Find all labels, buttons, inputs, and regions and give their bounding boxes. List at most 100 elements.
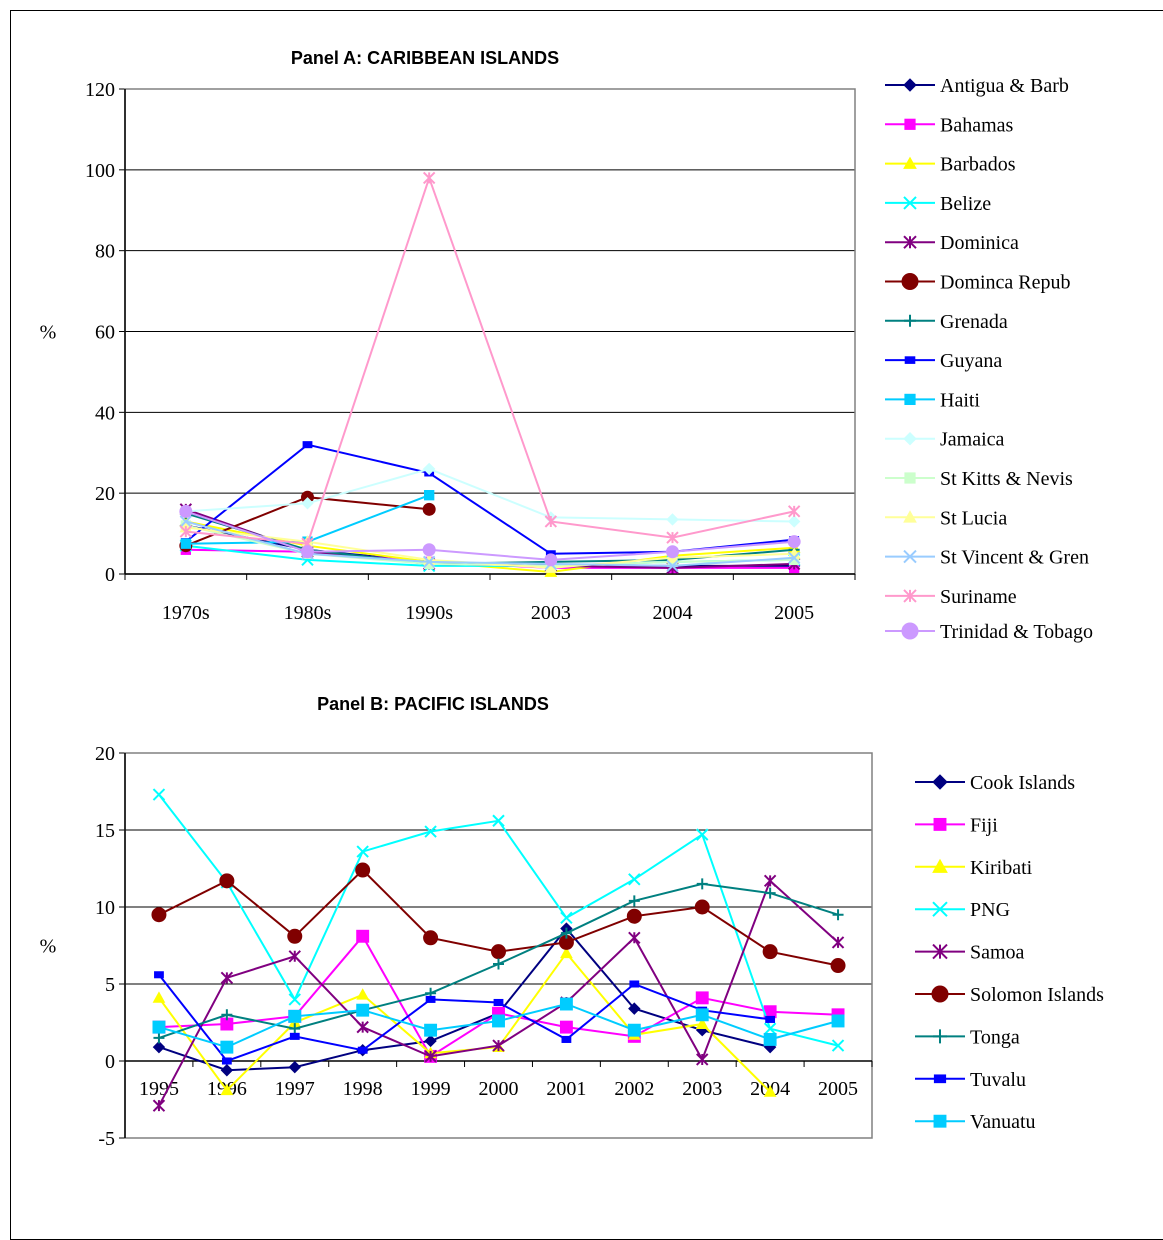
data-point	[787, 551, 801, 565]
x-tick-label: 2000	[479, 1078, 519, 1100]
data-point	[544, 515, 558, 528]
data-point	[287, 928, 303, 944]
x-tick-label: 2004	[653, 602, 693, 624]
legend-label: Guyana	[940, 350, 1002, 372]
legend-label: Dominca Repub	[940, 272, 1071, 294]
legend-marker	[932, 774, 948, 790]
x-tick-label: 1999	[411, 1078, 451, 1100]
y-tick-label: 5	[105, 974, 115, 996]
data-point	[422, 555, 436, 569]
data-point	[492, 1039, 505, 1052]
legend-marker	[904, 118, 916, 130]
legend-marker	[903, 78, 917, 92]
x-tick-label: 1980s	[284, 602, 332, 624]
series-png	[152, 788, 845, 1052]
data-point	[422, 502, 436, 516]
legend-marker	[933, 817, 947, 831]
data-point	[425, 995, 436, 1003]
data-point	[559, 997, 573, 1011]
data-point	[424, 1023, 438, 1037]
legend-marker	[933, 1114, 947, 1128]
data-point	[220, 1083, 234, 1096]
legend-label: Cook Islands	[970, 772, 1075, 794]
chart-title: Panel B: PACIFIC ISLANDS	[317, 694, 549, 714]
data-point	[288, 993, 301, 1006]
data-point	[628, 895, 640, 907]
data-point	[356, 929, 370, 943]
legend-marker	[901, 622, 919, 640]
data-point	[221, 1009, 233, 1021]
y-tick-label: 120	[85, 79, 115, 101]
x-tick-label: 1995	[139, 1078, 179, 1100]
y-tick-label: 20	[95, 483, 115, 505]
data-point	[560, 911, 573, 924]
data-point	[152, 1040, 166, 1054]
y-tick-label: 0	[105, 1051, 115, 1073]
data-point	[763, 874, 777, 888]
legend-label: Grenada	[940, 311, 1008, 333]
legend-label: Kiribati	[970, 857, 1033, 879]
y-tick-label: 80	[95, 241, 115, 263]
data-point	[831, 1039, 845, 1052]
series-vanuatu	[152, 997, 845, 1054]
legend-marker	[903, 510, 917, 523]
series-line	[158, 879, 839, 1107]
data-point	[289, 1023, 301, 1035]
legend-marker	[903, 196, 917, 210]
data-point	[629, 980, 640, 988]
legend-marker	[932, 901, 948, 917]
x-tick-label: 1998	[343, 1078, 383, 1100]
y-tick-label: 100	[85, 160, 115, 182]
data-point	[626, 908, 642, 924]
data-point	[832, 909, 844, 921]
data-point	[289, 1032, 300, 1040]
data-point	[152, 788, 166, 801]
series-solomon-islands	[151, 862, 846, 974]
legend-label: Tuvalu	[970, 1069, 1026, 1091]
legend-label: Jamaica	[940, 429, 1005, 451]
data-point	[356, 1003, 370, 1017]
y-axis-label: %	[40, 936, 57, 958]
data-point	[152, 1099, 166, 1112]
legend-label: Belize	[940, 193, 991, 215]
data-point	[830, 958, 846, 974]
data-point	[154, 971, 164, 979]
data-point	[628, 1002, 641, 1015]
data-point	[153, 1032, 165, 1044]
legend-marker	[904, 314, 916, 327]
legend-marker	[904, 393, 916, 405]
data-point	[152, 991, 166, 1003]
data-point	[491, 944, 506, 960]
legend-marker	[904, 472, 916, 484]
series-tonga	[153, 878, 844, 1044]
data-point	[288, 1060, 301, 1074]
series-trinidad-tobago	[179, 504, 801, 567]
x-tick-label: 2002	[614, 1078, 654, 1100]
data-point	[301, 497, 314, 510]
series-line	[185, 467, 795, 523]
x-tick-label: 1990s	[405, 602, 453, 624]
data-point	[696, 1053, 709, 1066]
data-point	[666, 531, 679, 544]
data-point	[424, 1034, 437, 1048]
data-point	[787, 505, 801, 518]
legend-marker	[932, 943, 948, 960]
data-point	[696, 828, 709, 841]
panel-b: Panel B: PACIFIC ISLANDS -5 0 5 10 15 20 1995 19…	[40, 694, 1104, 1150]
legend-marker	[903, 549, 917, 564]
legend-marker	[903, 589, 917, 603]
data-point	[695, 1008, 709, 1022]
y-axis-label: %	[40, 322, 57, 344]
data-point	[764, 887, 776, 899]
data-point	[219, 873, 235, 889]
data-point	[666, 513, 679, 526]
legend-label: Vanuatu	[970, 1111, 1036, 1133]
data-point	[628, 931, 641, 945]
data-point	[288, 950, 301, 963]
x-tick-label: 2003	[531, 602, 571, 624]
data-point	[831, 1014, 845, 1028]
y-tick-label: 15	[95, 820, 115, 842]
data-point	[493, 958, 504, 970]
data-point	[220, 1064, 234, 1077]
legend-label: St Vincent & Gren	[940, 547, 1089, 569]
